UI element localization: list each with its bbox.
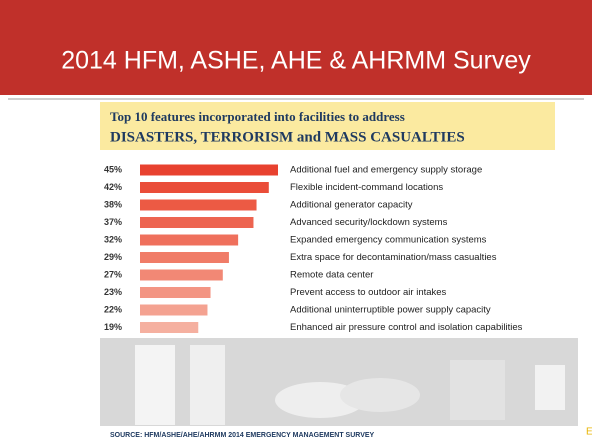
value-label: 19%	[104, 322, 122, 332]
category-label: Additional uninterruptible power supply …	[290, 305, 491, 316]
value-label: 22%	[104, 304, 122, 314]
bar	[140, 322, 198, 333]
bar	[140, 287, 211, 298]
category-label: Additional generator capacity	[290, 200, 413, 211]
bar	[140, 165, 278, 176]
slide: 2014 HFM, ASHE, AHE & AHRMM Survey Top 1…	[0, 0, 592, 445]
value-label: 45%	[104, 164, 122, 174]
category-label: Enhanced air pressure control and isolat…	[290, 322, 523, 333]
bar	[140, 235, 238, 246]
value-label: 27%	[104, 269, 122, 279]
value-label: 32%	[104, 234, 122, 244]
bar	[140, 252, 229, 263]
category-label: Expanded emergency communication systems	[290, 235, 487, 246]
value-label: 23%	[104, 287, 122, 297]
category-label: Additional fuel and emergency supply sto…	[290, 165, 482, 176]
bar	[140, 217, 253, 228]
bar	[140, 200, 257, 211]
chart-title: Top 10 features incorporated into facili…	[110, 109, 405, 124]
value-label: 38%	[104, 199, 122, 209]
category-label: Advanced security/lockdown systems	[290, 217, 448, 228]
bar	[140, 305, 207, 316]
category-label: Extra space for decontamination/mass cas…	[290, 252, 497, 263]
bar	[140, 182, 269, 193]
chart-subtitle: DISASTERS, TERRORISM and MASS CASUALTIES	[110, 129, 465, 145]
category-label: Remote data center	[290, 270, 373, 281]
category-label: Flexible incident-command locations	[290, 182, 443, 193]
category-label: Prevent access to outdoor air intakes	[290, 287, 447, 298]
value-label: 37%	[104, 217, 122, 227]
slide-title: 2014 HFM, ASHE, AHE & AHRMM Survey	[61, 47, 531, 75]
corner-mark: E	[586, 427, 592, 438]
photo-strip	[100, 338, 578, 426]
bar	[140, 270, 223, 281]
source-note: SOURCE: HFM/ASHE/AHE/AHRMM 2014 EMERGENC…	[110, 432, 375, 439]
value-label: 29%	[104, 252, 122, 262]
value-label: 42%	[104, 182, 122, 192]
